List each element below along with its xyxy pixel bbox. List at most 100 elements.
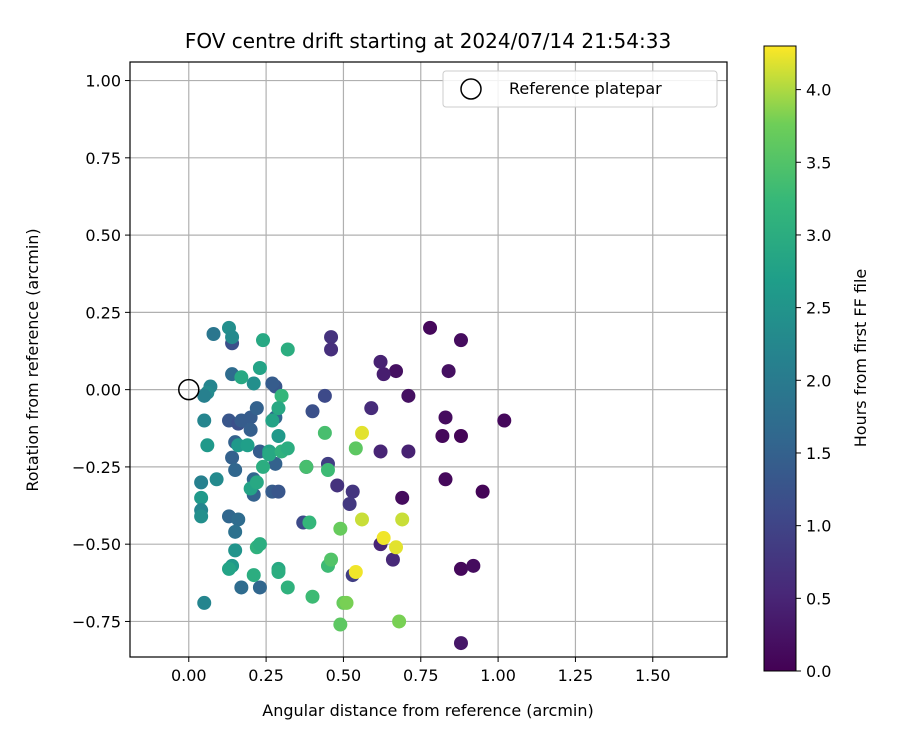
- y-axis-label: Rotation from reference (arcmin): [23, 228, 42, 491]
- colorbar-tick-label: 0.5: [806, 589, 831, 608]
- data-point: [305, 404, 320, 419]
- data-point: [194, 490, 209, 505]
- data-point: [256, 333, 271, 348]
- data-point: [395, 512, 410, 527]
- y-tick-label: 1.00: [85, 72, 121, 91]
- data-point: [262, 447, 277, 462]
- x-tick-label: 0.75: [403, 666, 439, 685]
- colorbar-tick-label: 1.5: [806, 444, 831, 463]
- data-point: [339, 595, 354, 610]
- colorbar-tick-label: 2.0: [806, 371, 831, 390]
- data-point: [497, 413, 512, 428]
- data-point: [330, 478, 345, 493]
- y-tick-label: −0.25: [72, 458, 121, 477]
- data-point: [453, 636, 468, 651]
- plot-frame: [129, 61, 728, 658]
- data-point: [194, 509, 209, 524]
- data-point: [256, 459, 271, 474]
- data-point: [228, 524, 243, 539]
- data-point: [305, 589, 320, 604]
- data-point: [354, 512, 369, 527]
- data-point: [249, 401, 264, 416]
- data-point: [475, 484, 490, 499]
- x-tick-label: 0.25: [248, 666, 284, 685]
- data-point: [401, 444, 416, 459]
- data-point: [200, 438, 215, 453]
- data-point: [389, 540, 404, 555]
- x-axis-label: Angular distance from reference (arcmin): [262, 701, 593, 720]
- colorbar-tick-label: 3.5: [806, 153, 831, 172]
- data-point: [206, 327, 221, 341]
- legend-label: Reference platepar: [509, 79, 662, 98]
- colorbar-tick-label: 2.5: [806, 299, 831, 318]
- data-point: [342, 497, 357, 511]
- data-point: [225, 330, 240, 345]
- data-point: [395, 490, 410, 505]
- data-point: [265, 413, 280, 428]
- x-tick-label: 0.50: [326, 666, 362, 685]
- x-tick-label: 1.50: [635, 666, 671, 685]
- data-point: [271, 401, 286, 416]
- data-point: [435, 429, 450, 443]
- colorbar: [763, 45, 797, 672]
- reference-platepar-marker: [178, 378, 200, 401]
- data-point: [234, 370, 249, 385]
- data-point: [373, 354, 388, 369]
- y-tick-label: −0.75: [72, 612, 121, 631]
- data-point: [280, 441, 295, 456]
- data-point: [453, 429, 468, 443]
- data-point: [373, 444, 388, 459]
- chart-title: FOV centre drift starting at 2024/07/14 …: [185, 29, 671, 53]
- data-point: [252, 537, 267, 552]
- data-point: [228, 463, 243, 477]
- data-point: [249, 475, 264, 490]
- plot-area: [130, 62, 727, 657]
- colorbar-tick-label: 1.0: [806, 517, 831, 536]
- data-point: [231, 512, 246, 527]
- data-point: [453, 561, 468, 576]
- x-tick-label: 1.25: [558, 666, 594, 685]
- data-point: [333, 521, 348, 536]
- data-point: [252, 580, 267, 595]
- y-axis-ticks: −0.75 −0.50 −0.25 0.00 0.25 0.50 0.75 1.00: [72, 72, 130, 631]
- data-point: [252, 361, 267, 375]
- y-tick-label: 0.50: [85, 226, 121, 245]
- data-point: [225, 450, 240, 465]
- colorbar-tick-label: 4.0: [806, 81, 831, 100]
- data-point: [274, 388, 289, 403]
- data-point: [221, 561, 236, 576]
- data-point: [271, 484, 286, 499]
- y-tick-label: 0.00: [85, 381, 121, 400]
- data-point: [364, 401, 379, 416]
- data-point: [438, 410, 453, 425]
- colorbar-tick-label: 3.0: [806, 226, 831, 245]
- data-point: [324, 342, 339, 357]
- colorbar-ticks: 0.0 0.5 1.0 1.5 2.0 2.5 3.0 3.5 4.0: [796, 81, 831, 681]
- data-point: [345, 484, 360, 499]
- data-point: [389, 364, 404, 379]
- data-point: [441, 364, 456, 379]
- data-point: [466, 558, 481, 573]
- data-point: [194, 475, 209, 490]
- data-point: [438, 472, 453, 487]
- data-point: [243, 422, 258, 437]
- data-point: [271, 565, 286, 579]
- data-point: [280, 580, 295, 595]
- data-point: [348, 441, 363, 456]
- y-tick-label: 0.25: [85, 303, 121, 322]
- data-point: [354, 425, 369, 440]
- data-point: [324, 330, 339, 345]
- data-point: [271, 429, 286, 443]
- data-point: [333, 617, 348, 632]
- data-point: [246, 568, 261, 583]
- data-point: [197, 388, 212, 403]
- data-point: [280, 342, 295, 357]
- colorbar-tick-label: 0.0: [806, 662, 831, 681]
- data-point: [240, 438, 255, 453]
- legend-box: [442, 70, 718, 108]
- data-point: [423, 320, 438, 335]
- data-point: [376, 531, 391, 545]
- data-point: [197, 595, 212, 610]
- data-point: [348, 565, 363, 579]
